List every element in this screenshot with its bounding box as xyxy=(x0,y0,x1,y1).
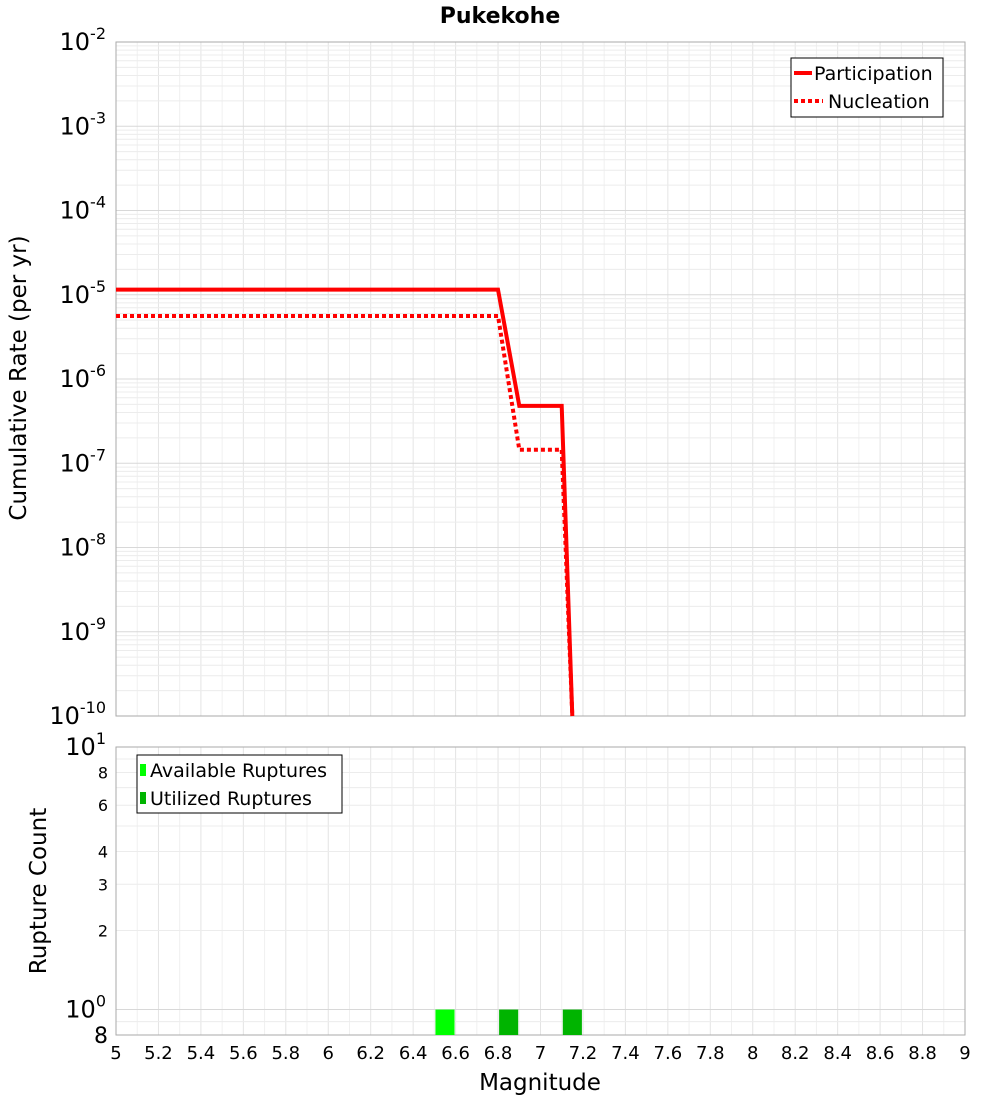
bar-utilized-ruptures xyxy=(499,1009,519,1035)
y-tick-label: 10-7 xyxy=(60,445,107,477)
top-grid xyxy=(115,42,966,717)
y-tick-label: 10-5 xyxy=(60,277,107,309)
y-tick-label: 8 xyxy=(94,1024,108,1049)
x-axis-label: Magnitude xyxy=(479,1070,601,1096)
x-tick-label: 5.2 xyxy=(144,1043,173,1064)
top-legend-box xyxy=(790,57,944,118)
x-tick-label: 6.6 xyxy=(441,1043,470,1064)
legend-available-label: Available Ruptures xyxy=(150,760,327,782)
x-tick-label: 8.2 xyxy=(781,1043,810,1064)
y-tick-label: 3 xyxy=(98,875,108,894)
bottom-plot-frame xyxy=(115,746,966,1036)
x-tick-label: 5 xyxy=(110,1043,121,1064)
x-tick-label: 6.8 xyxy=(484,1043,513,1064)
x-tick-label: 7 xyxy=(535,1043,546,1064)
bar-available-ruptures xyxy=(435,1009,455,1035)
x-tick-label: 9 xyxy=(959,1043,970,1064)
y-tick-label: 2 xyxy=(98,922,108,941)
x-tick-label: 8 xyxy=(747,1043,758,1064)
x-tick-label: 7.8 xyxy=(696,1043,725,1064)
legend-nucleation-label: Nucleation xyxy=(828,91,930,113)
x-tick-label: 5.6 xyxy=(229,1043,258,1064)
x-tick-label: 6.2 xyxy=(356,1043,385,1064)
y-tick-label: 10-10 xyxy=(49,698,106,730)
y-tick-label: 10-9 xyxy=(60,614,107,646)
top-plot-frame xyxy=(115,41,966,717)
y-tick-label: 4 xyxy=(98,842,108,861)
x-axis-ticks: 5 5.2 5.4 5.6 5.8 6 6.2 6.4 6.6 6.8 7 7.2 7.4 7.6 7.8 8… xyxy=(110,1043,970,1064)
y-tick-label: 10-2 xyxy=(60,24,107,56)
top-series-layer xyxy=(116,287,575,717)
x-tick-label: 7.6 xyxy=(654,1043,683,1064)
top-y-axis-label: Cumulative Rate (per yr) xyxy=(6,235,32,520)
legend-utilized-label: Utilized Ruptures xyxy=(150,788,312,810)
x-tick-label: 8.6 xyxy=(866,1043,895,1064)
y-tick-label: 101 xyxy=(65,729,106,761)
y-tick-label: 8 xyxy=(98,763,108,782)
x-tick-label: 7.2 xyxy=(569,1043,598,1064)
bottom-bars-layer xyxy=(435,1009,582,1035)
legend-available-swatch xyxy=(140,764,146,776)
y-tick-label: 10-6 xyxy=(60,361,107,393)
y-tick-label: 6 xyxy=(98,796,108,815)
x-tick-label: 6.4 xyxy=(399,1043,428,1064)
x-tick-label: 7.4 xyxy=(611,1043,640,1064)
x-tick-label: 8.8 xyxy=(908,1043,937,1064)
top-legend: Participation Nucleation xyxy=(790,57,944,118)
bottom-y-axis-label: Rupture Count xyxy=(26,808,52,974)
series-nucleation-line xyxy=(116,314,575,717)
chart-title: Pukekohe xyxy=(440,4,560,29)
x-tick-label: 6 xyxy=(323,1043,334,1064)
legend-utilized-swatch xyxy=(140,792,146,804)
top-y-ticks: 10-10 10-9 10-8 10-7 10-6 10-5 10-4 10-3 10-2 xyxy=(49,24,106,730)
x-tick-label: 5.8 xyxy=(271,1043,300,1064)
x-tick-label: 5.4 xyxy=(187,1043,216,1064)
bottom-legend-box xyxy=(136,754,343,814)
x-tick-label: 8.4 xyxy=(823,1043,852,1064)
y-tick-label: 100 xyxy=(65,992,106,1024)
y-tick-label: 10-8 xyxy=(60,530,107,562)
y-tick-label: 10-4 xyxy=(60,193,107,225)
bar-utilized-ruptures xyxy=(562,1009,582,1035)
bottom-legend: Available Ruptures Utilized Ruptures xyxy=(136,754,343,814)
y-tick-label: 10-3 xyxy=(60,108,107,140)
legend-participation-label: Participation xyxy=(814,63,933,85)
